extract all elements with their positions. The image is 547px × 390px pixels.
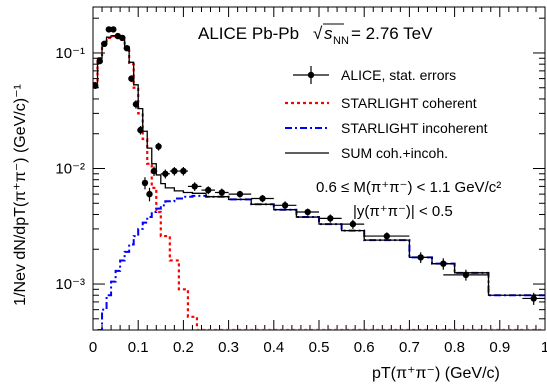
alice-data-point <box>132 100 140 109</box>
x-tick-label: 0.9 <box>489 339 510 356</box>
series-starlight-coherent <box>93 34 545 330</box>
x-tick-label: 0.4 <box>263 339 284 356</box>
y-tick-label: 10⁻² <box>55 161 85 178</box>
alice-data-point <box>409 252 432 264</box>
alice-data-point <box>432 258 455 270</box>
annotation-mass-cut: 0.6 ≤ M(π⁺π⁻) < 1.1 GeV/c² <box>316 179 501 196</box>
alice-data-point <box>128 75 135 83</box>
alice-data-point <box>119 34 126 42</box>
x-tick-label: 0.2 <box>173 339 194 356</box>
header-s-subscript: NN <box>333 35 349 47</box>
header-sqrt: √ <box>313 24 323 43</box>
x-tick-label: 0.1 <box>128 339 149 356</box>
x-axis: 0 0.1 0.2 0.3 0.4 0.5 0.6 0.7 0.8 0.9 1 <box>89 7 547 356</box>
legend-label-coherent: STARLIGHT coherent <box>341 95 477 111</box>
alice-data-point <box>443 269 489 281</box>
x-tick-label: 1 <box>541 339 547 356</box>
alice-data-point <box>110 26 117 33</box>
legend-item-coherent: STARLIGHT coherent <box>285 95 477 111</box>
header-experiment: ALICE Pb-Pb <box>198 24 299 43</box>
alice-data-point <box>187 182 202 191</box>
alice-data-point <box>141 177 149 190</box>
y-axis: 10⁻³ 10⁻² 10⁻¹ <box>55 17 545 331</box>
header-energy: = 2.76 TeV <box>351 24 433 43</box>
alice-data-point <box>123 44 131 52</box>
x-tick-label: 0.7 <box>399 339 420 356</box>
alice-data-point <box>96 57 103 65</box>
legend-label-incoherent: STARLIGHT incoherent <box>341 120 488 136</box>
incoherent-step-line <box>97 194 545 330</box>
x-tick-label: 0.5 <box>309 339 330 356</box>
series-alice <box>93 26 545 305</box>
series-starlight-incoherent <box>97 194 545 330</box>
alice-data-point <box>146 187 153 202</box>
plot-header: ALICE Pb-Pb √ s NN = 2.76 TeV <box>198 23 433 47</box>
alice-data-point <box>169 167 179 176</box>
alice-data-point <box>215 188 229 197</box>
alice-data-point <box>341 219 365 229</box>
legend-item-sum: SUM coh.+incoh. <box>285 145 448 161</box>
alice-data-point <box>155 142 162 151</box>
alice-data-point <box>93 82 99 89</box>
alice-data-point <box>251 194 274 203</box>
coherent-step-line <box>93 34 545 330</box>
legend: ALICE, stat. errors STARLIGHT coherent S… <box>285 66 488 161</box>
x-tick-label: 0.6 <box>354 339 375 356</box>
x-tick-label: 0 <box>89 339 97 356</box>
y-axis-title: 1/Nev dN/dpT(π⁺π⁻) (GeV/c)⁻¹ <box>12 84 29 306</box>
series-sum <box>93 34 545 296</box>
x-tick-label: 0.3 <box>218 339 239 356</box>
alice-data-point <box>228 190 252 198</box>
alice-data-point <box>273 201 297 210</box>
sum-step-line <box>93 34 545 296</box>
alice-data-point <box>137 126 144 135</box>
y-tick-label: 10⁻¹ <box>55 45 85 62</box>
alice-data-point <box>101 40 108 48</box>
x-axis-title: pT(π⁺π⁻) (GeV/c) <box>372 365 500 382</box>
alice-data-point <box>296 208 319 216</box>
alice-data-point <box>364 232 410 241</box>
x-tick-label: 0.8 <box>444 339 465 356</box>
alice-data-point <box>160 169 170 179</box>
legend-label-alice: ALICE, stat. errors <box>341 67 456 83</box>
alice-data-point <box>522 292 545 305</box>
legend-label-sum: SUM coh.+incoh. <box>341 145 448 161</box>
alice-data-point <box>150 166 158 177</box>
alice-data-point <box>201 186 216 195</box>
legend-item-incoherent: STARLIGHT incoherent <box>285 120 488 136</box>
y-tick-label: 10⁻³ <box>55 276 85 293</box>
alice-data-point <box>178 167 188 176</box>
legend-item-alice: ALICE, stat. errors <box>293 66 456 84</box>
header-s: s <box>324 24 333 43</box>
plot-frame <box>92 6 546 331</box>
annotation-rapidity-cut: |y(π⁺π⁻)| < 0.5 <box>353 203 453 220</box>
alice-data-point <box>319 214 342 223</box>
